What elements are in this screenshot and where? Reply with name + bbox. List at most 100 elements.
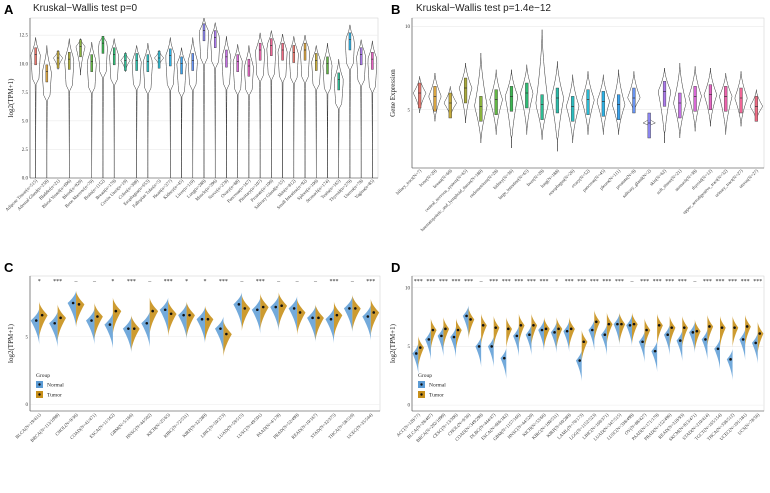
y-tick-label: 10 — [405, 286, 411, 291]
panel-letter-b: B — [391, 2, 400, 17]
box — [371, 52, 374, 70]
box — [258, 42, 262, 61]
significance-label: *** — [640, 279, 649, 285]
box — [56, 50, 60, 69]
box — [281, 42, 284, 61]
box — [693, 86, 697, 112]
tumor-median-point — [544, 327, 548, 331]
tumor-violin — [720, 315, 726, 348]
normal-median-point — [71, 301, 75, 305]
tumor-violin — [732, 315, 739, 348]
box — [315, 53, 318, 71]
tumor-violin — [315, 304, 324, 341]
box — [124, 53, 127, 71]
violin — [199, 17, 209, 178]
normal-median-point — [34, 319, 38, 322]
violin — [143, 43, 153, 179]
tumor-violin — [657, 313, 663, 346]
box — [169, 48, 172, 67]
tumor-median-point — [506, 327, 510, 331]
box — [225, 49, 228, 68]
y-axis-label: Gene Expression — [389, 69, 397, 117]
normal-violin — [651, 340, 658, 373]
violin — [277, 33, 288, 179]
significance-label: – — [479, 279, 484, 285]
tumor-median-point — [657, 324, 661, 327]
legend-label-normal: Normal — [429, 383, 446, 389]
significance-label: *** — [439, 279, 448, 285]
significance-label: *** — [716, 279, 725, 285]
significance-label: * — [38, 279, 41, 285]
violin — [165, 37, 176, 179]
violin — [345, 24, 355, 179]
violin — [749, 89, 763, 122]
normal-median-point — [540, 328, 544, 332]
significance-label: *** — [414, 279, 423, 285]
normal-violin — [288, 296, 298, 333]
tumor-median-point — [444, 327, 447, 331]
normal-violin — [104, 312, 113, 349]
significance-label: *** — [164, 279, 173, 285]
significance-label: *** — [703, 279, 712, 285]
normal-violin — [450, 326, 456, 359]
normal-median-point — [565, 329, 569, 333]
tumor-violin — [418, 335, 424, 368]
tumor-median-point — [481, 324, 485, 327]
normal-violin — [343, 296, 353, 333]
significance-label: *** — [426, 279, 435, 285]
significance-label: * — [185, 279, 188, 285]
box — [724, 86, 728, 112]
normal-violin — [214, 316, 224, 353]
panel-letter-d: D — [391, 260, 400, 275]
tumor-median-point — [594, 320, 598, 324]
violin — [458, 62, 473, 124]
normal-median-point — [641, 340, 644, 344]
tumor-violin — [241, 294, 251, 332]
box — [708, 84, 713, 110]
normal-violin — [196, 307, 205, 344]
box — [292, 45, 296, 63]
normal-violin — [638, 331, 645, 363]
box — [433, 86, 437, 112]
violin — [120, 52, 131, 72]
violin — [187, 37, 198, 179]
plot-area — [411, 275, 765, 412]
tumor-median-point — [243, 307, 247, 310]
tumor-median-point — [225, 332, 228, 336]
normal-median-point — [329, 317, 333, 321]
tumor-median-point — [354, 307, 357, 310]
box — [202, 23, 206, 42]
y-tick-label: 5.0 — [22, 119, 29, 124]
y-tick-label: 5 — [408, 345, 411, 350]
violin — [535, 29, 549, 140]
normal-violin — [141, 311, 150, 348]
box — [112, 47, 116, 66]
tumor-violin — [297, 298, 306, 336]
tumor-median-point — [280, 304, 283, 308]
tumor-median-point — [620, 322, 623, 326]
violin — [334, 59, 344, 179]
tumor-median-point — [188, 313, 191, 317]
normal-median-point — [163, 308, 167, 312]
box — [448, 92, 452, 119]
y-tick-label: 0 — [26, 403, 29, 408]
normal-median-point — [590, 328, 594, 332]
significance-label: * — [204, 279, 207, 285]
y-tick-label: 0.0 — [22, 177, 29, 182]
tumor-violin — [278, 292, 288, 329]
violin — [210, 22, 220, 179]
box — [79, 39, 82, 58]
tumor-violin — [669, 315, 676, 348]
significance-label: *** — [653, 279, 662, 285]
normal-violin — [475, 335, 482, 368]
tumor-violin — [260, 293, 269, 330]
legend-title: Group — [36, 373, 50, 379]
box — [739, 87, 743, 114]
normal-median-point — [366, 315, 370, 318]
tumor-median-point — [708, 325, 711, 328]
normal-median-point — [502, 356, 506, 360]
box — [601, 91, 605, 117]
normal-violin — [307, 305, 316, 343]
y-tick-label: 10 — [405, 25, 411, 30]
